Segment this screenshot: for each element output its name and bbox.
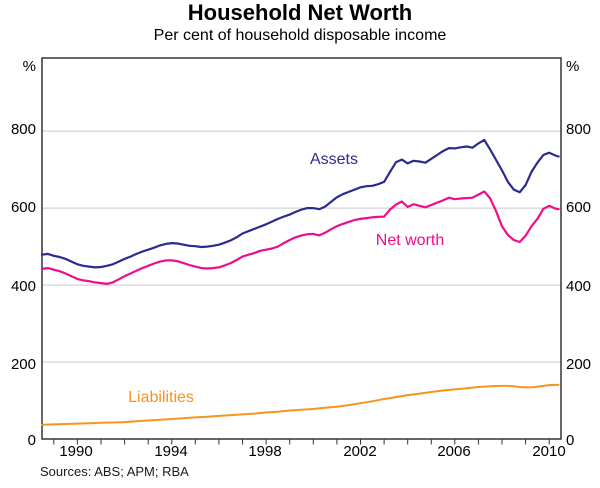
y-axis-label-left-600: 600 [10, 199, 36, 216]
x-axis-label-2006: 2006 [437, 443, 471, 460]
y-axis-unit-right: % [566, 58, 580, 75]
y-axis-label-left-0: 0 [27, 432, 36, 449]
series-label-assets: Assets [309, 151, 358, 168]
y-axis-label-right-600: 600 [566, 199, 592, 216]
x-axis-label-1990: 1990 [59, 443, 93, 460]
x-axis-label-1994: 1994 [154, 443, 188, 460]
y-axis-label-left-800: 800 [10, 121, 36, 138]
chart-title: Household Net Worth [187, 0, 413, 25]
y-axis-label-right-0: 0 [566, 432, 575, 449]
y-axis-unit-left: % [22, 58, 36, 75]
series-label-net-worth: Net worth [375, 232, 445, 249]
x-axis-label-2002: 2002 [343, 443, 377, 460]
y-axis-label-right-200: 200 [566, 356, 592, 373]
x-axis-label-1998: 1998 [248, 443, 282, 460]
series-label-liabilities: Liabilities [128, 389, 194, 406]
sources-note: Sources: ABS; APM; RBA [40, 464, 189, 479]
y-axis-label-left-400: 400 [10, 278, 36, 295]
x-axis-label-2010: 2010 [532, 443, 566, 460]
y-axis-label-right-800: 800 [566, 121, 592, 138]
y-axis-label-right-400: 400 [566, 278, 592, 295]
y-axis-label-left-200: 200 [10, 356, 36, 373]
chart-subtitle: Per cent of household disposable income [153, 27, 447, 44]
